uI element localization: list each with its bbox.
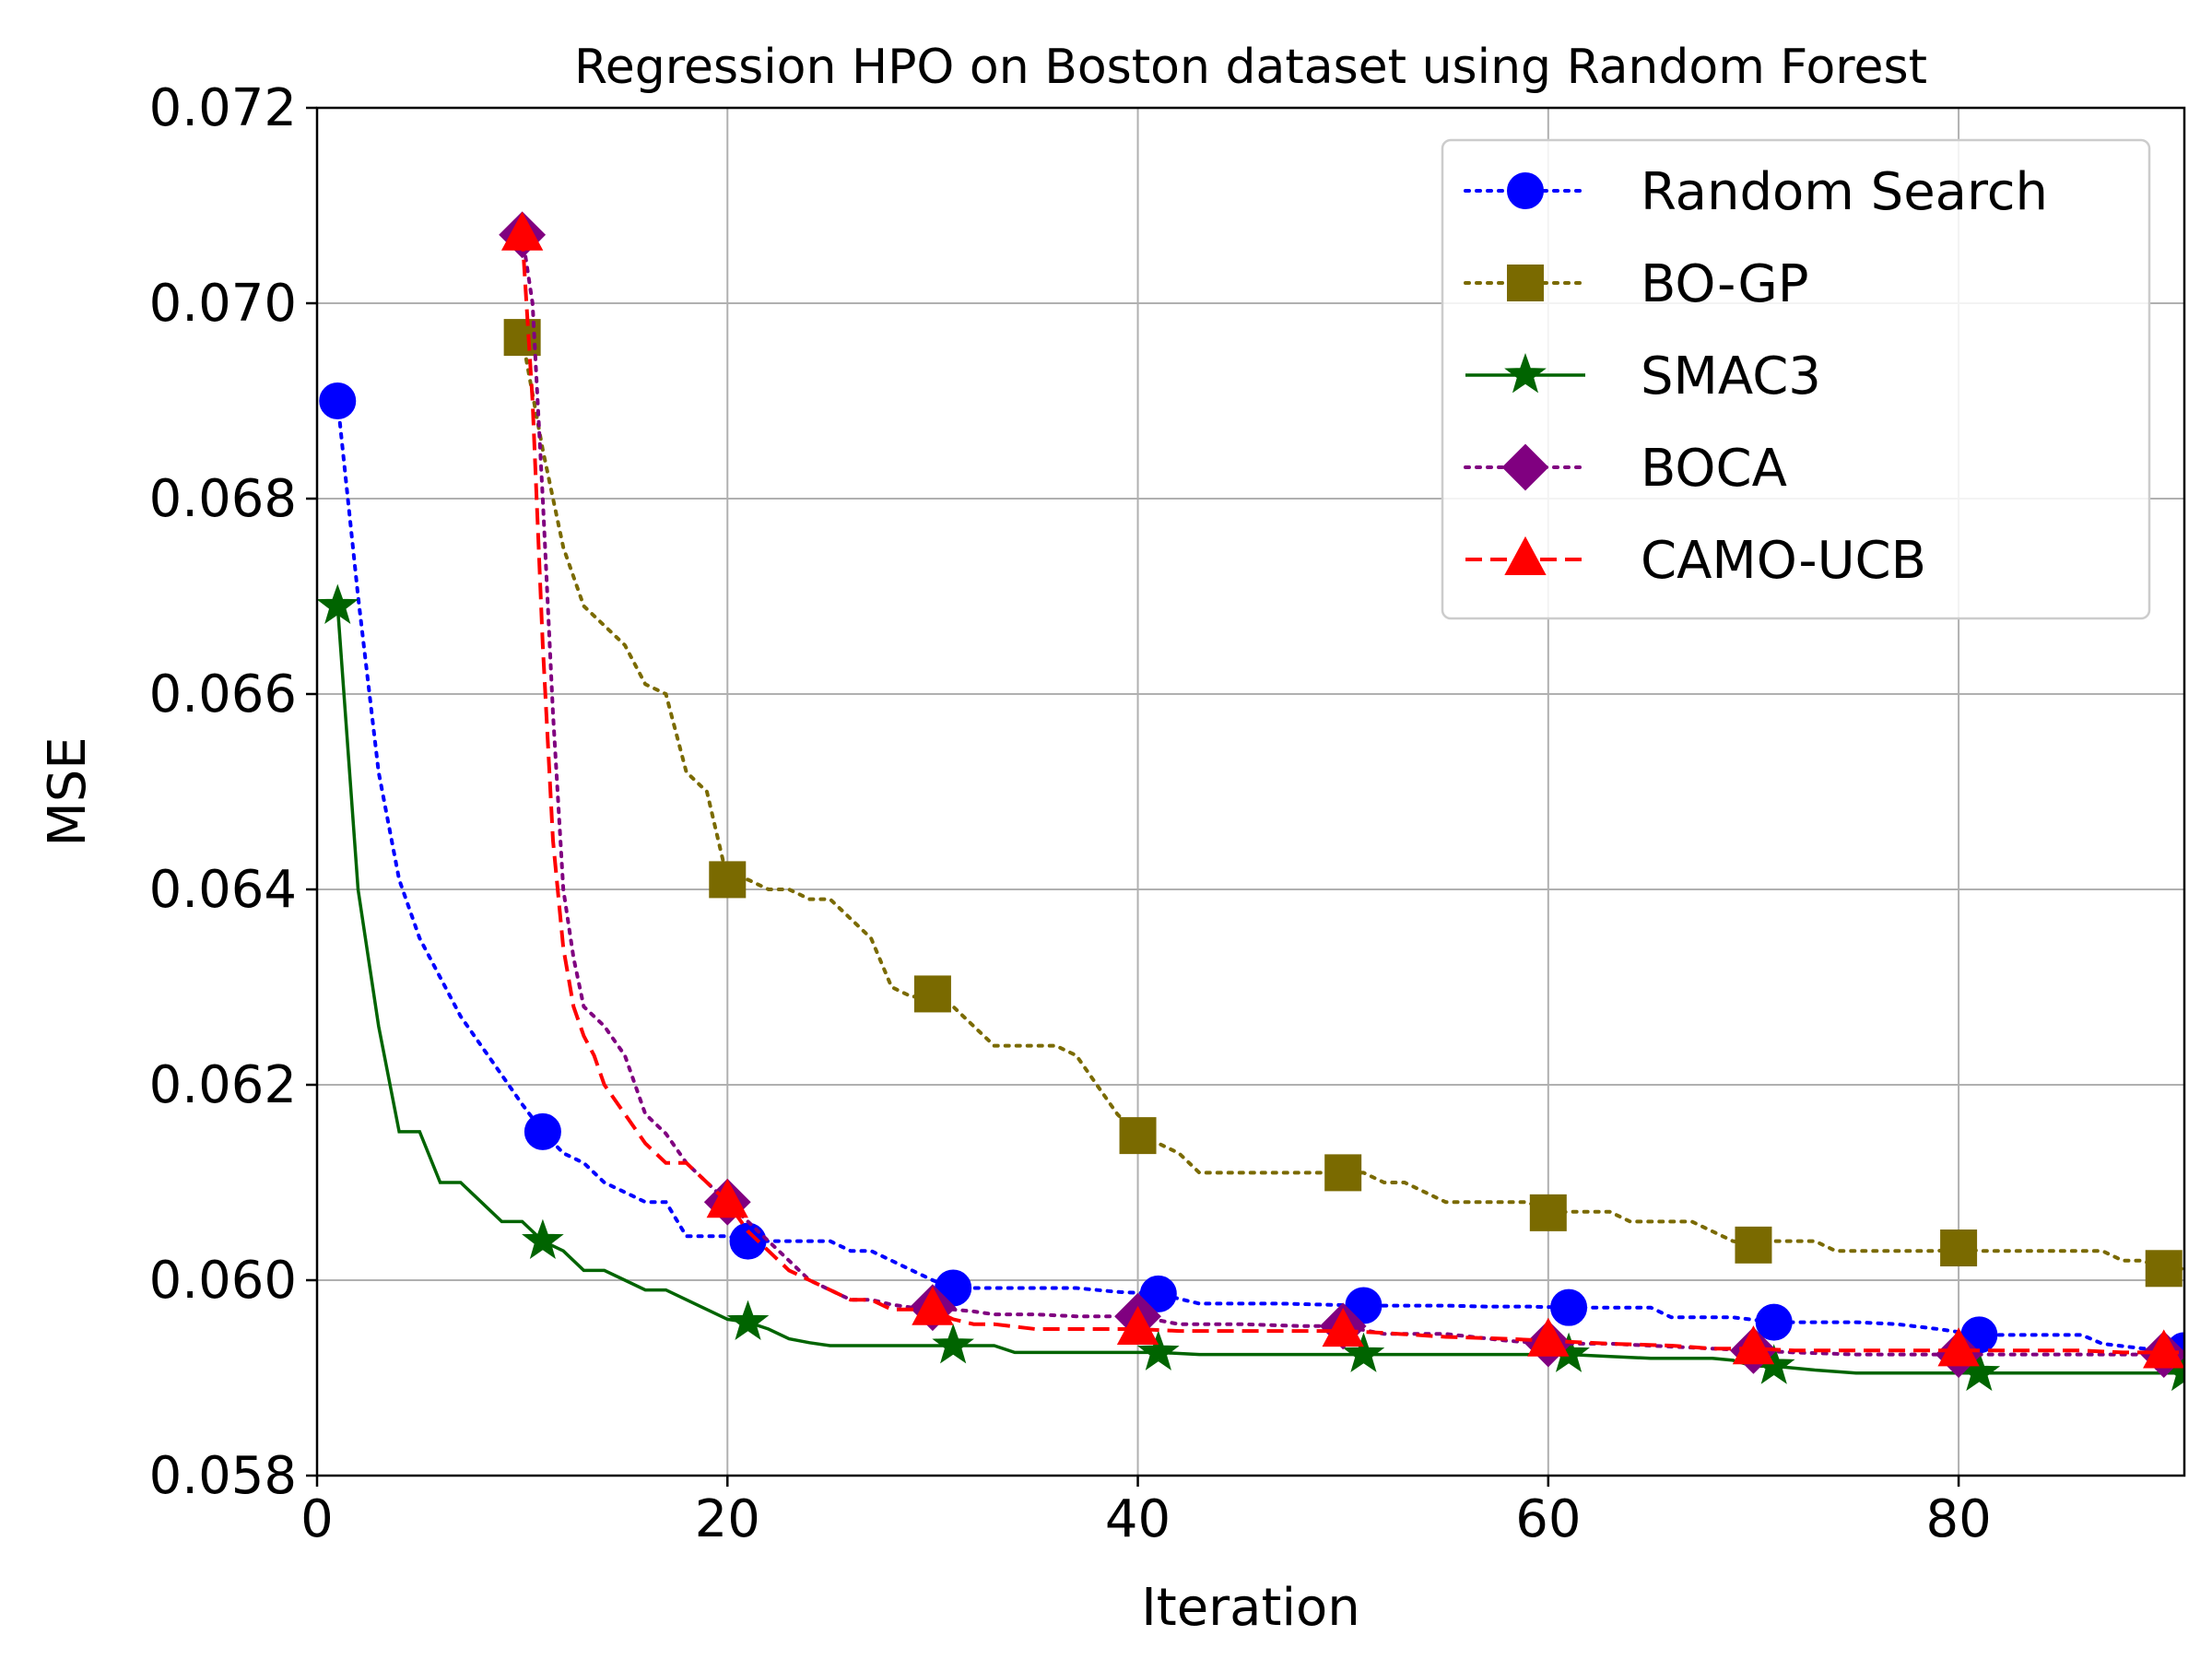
legend-marker-camo-ucb [1504, 535, 1547, 575]
data-point-random-search [1550, 1288, 1588, 1326]
data-point-random-search [319, 382, 357, 419]
legend-marker-boca [1501, 443, 1549, 491]
data-point-camo-ucb [912, 1286, 954, 1325]
y-tick-label: 0.066 [149, 665, 297, 724]
legend-marker-random-search [1507, 172, 1544, 209]
y-tick-label: 0.062 [149, 1055, 297, 1115]
data-point-smac3 [1342, 1332, 1385, 1372]
data-point-camo-ucb [1322, 1308, 1364, 1347]
legend-label-boca: BOCA [1641, 439, 1787, 499]
legend-marker-bo-gp [1507, 265, 1544, 301]
x-tick-label: 0 [300, 1489, 334, 1549]
data-point-bo-gp [1119, 1117, 1157, 1155]
data-point-bo-gp [1940, 1230, 1978, 1267]
data-point-bo-gp [1735, 1226, 1772, 1264]
data-point-camo-ucb [1116, 1305, 1159, 1345]
x-axis-ticks: 0 20 40 60 80 [300, 1476, 1992, 1549]
data-point-random-search [1755, 1303, 1793, 1341]
y-axis-ticks: 0.058 0.060 0.062 0.064 0.066 0.068 0.070 0.072 [149, 78, 317, 1506]
data-point-camo-ucb [1527, 1317, 1570, 1357]
x-tick-label: 40 [1105, 1489, 1171, 1549]
legend: Random Search BO-GP SMAC3 BOCA CAMO-UCB [1441, 138, 2151, 620]
y-tick-label: 0.068 [149, 469, 297, 529]
data-point-camo-ucb [2143, 1329, 2184, 1369]
legend-label-camo-ucb: CAMO-UCB [1641, 531, 1926, 591]
series-layer [317, 211, 2184, 1392]
data-point-bo-gp [913, 975, 951, 1013]
data-point-smac3 [1136, 1330, 1180, 1371]
y-axis-label: MSE [38, 736, 98, 846]
chart-title: Regression HPO on Boston dataset using R… [574, 40, 1927, 95]
data-point-smac3 [726, 1300, 770, 1341]
x-tick-label: 80 [1925, 1489, 1991, 1549]
data-point-camo-ucb [1937, 1327, 1980, 1367]
data-point-camo-ucb [1732, 1325, 1775, 1365]
legend-marker-smac3 [1504, 353, 1547, 394]
data-point-random-search [1139, 1275, 1177, 1312]
y-tick-label: 0.072 [149, 78, 297, 138]
y-tick-label: 0.058 [149, 1446, 297, 1506]
y-tick-label: 0.060 [149, 1251, 297, 1311]
data-point-camo-ucb [500, 211, 544, 251]
series-camo-ucb [500, 211, 2184, 1369]
data-point-random-search [1345, 1287, 1382, 1324]
data-point-bo-gp [709, 861, 747, 899]
data-point-smac3 [932, 1324, 974, 1364]
y-tick-label: 0.064 [149, 860, 297, 920]
data-point-smac3 [317, 583, 359, 625]
legend-label-random-search: Random Search [1641, 162, 2048, 222]
data-point-camo-ucb [706, 1179, 748, 1218]
legend-label-bo-gp: BO-GP [1641, 254, 1809, 314]
data-point-bo-gp [1529, 1194, 1567, 1231]
series-random-search [319, 382, 2184, 1370]
x-tick-label: 60 [1515, 1489, 1581, 1549]
plot-frame [315, 106, 2186, 1477]
series-line-camo-ucb [520, 234, 2184, 1355]
x-tick-label: 20 [695, 1489, 760, 1549]
data-point-bo-gp [2145, 1250, 2183, 1288]
y-tick-label: 0.070 [149, 274, 297, 334]
x-axis-label: Iteration [1141, 1578, 1360, 1638]
data-point-bo-gp [1324, 1154, 1362, 1192]
data-point-random-search [524, 1112, 561, 1150]
legend-box [1441, 138, 2151, 620]
data-point-smac3 [522, 1218, 564, 1260]
series-bo-gp [503, 319, 2184, 1288]
legend-label-smac3: SMAC3 [1641, 347, 1821, 406]
